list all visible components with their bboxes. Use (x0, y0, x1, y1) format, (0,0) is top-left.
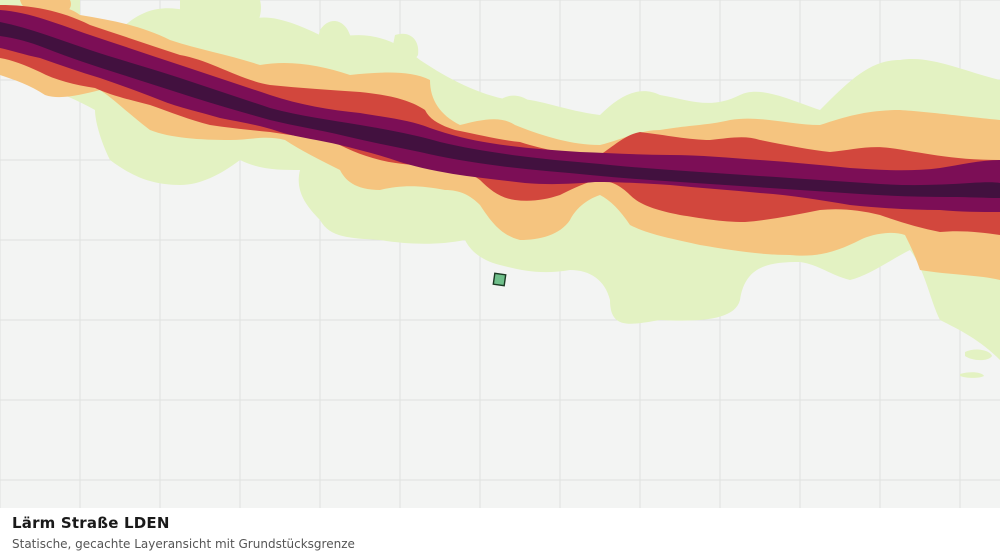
map-viewport[interactable] (0, 0, 1000, 508)
noise-band-highest (0, 22, 1000, 198)
parcel-boundary-marker[interactable] (492, 272, 507, 287)
noise-map-layer (0, 0, 1000, 508)
layer-subtitle: Statische, gecachte Layeransicht mit Gru… (12, 537, 355, 551)
map-caption: Lärm Straße LDEN Statische, gecachte Lay… (0, 508, 1000, 560)
noise-band-high (0, 10, 1000, 212)
layer-title: Lärm Straße LDEN (12, 514, 170, 532)
